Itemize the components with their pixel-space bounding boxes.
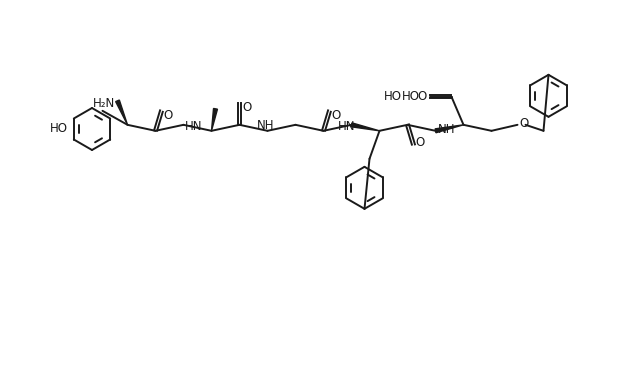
Polygon shape xyxy=(351,123,379,131)
Text: HO: HO xyxy=(50,123,68,135)
Text: O: O xyxy=(164,109,173,122)
Text: HO: HO xyxy=(384,90,402,103)
Polygon shape xyxy=(116,100,128,125)
Text: HN: HN xyxy=(185,120,202,133)
Polygon shape xyxy=(435,125,464,133)
Text: O: O xyxy=(417,90,427,103)
Text: O: O xyxy=(242,101,252,114)
Text: H₂N: H₂N xyxy=(93,97,115,110)
Text: O: O xyxy=(415,136,425,149)
Text: O: O xyxy=(520,117,529,130)
Text: HN: HN xyxy=(337,120,355,133)
Polygon shape xyxy=(211,108,218,131)
Text: NH: NH xyxy=(438,123,455,136)
Text: O: O xyxy=(332,109,341,122)
Text: NH: NH xyxy=(257,119,274,132)
Text: HO: HO xyxy=(402,90,420,103)
